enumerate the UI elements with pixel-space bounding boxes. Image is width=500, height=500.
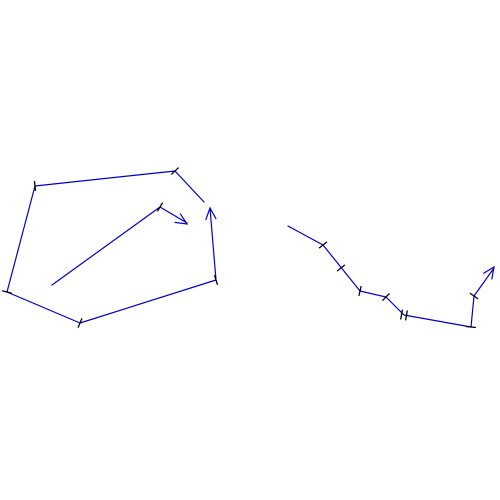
- right-tick-2: [336, 264, 346, 272]
- left-inner-path: [51, 206, 188, 286]
- left-outer-path: [6, 170, 217, 324]
- right-tick-5a: [400, 309, 404, 320]
- right-tick-3: [358, 285, 362, 297]
- left-vertex-tick-1: [156, 202, 164, 212]
- left-vertex-tick-3: [77, 318, 83, 328]
- right-path: [287, 225, 495, 328]
- left-polyline-figure: [1, 167, 219, 328]
- left-vertex-tick-5: [33, 180, 37, 192]
- right-tick-7: [469, 292, 479, 300]
- left-inner-arrowhead: [174, 213, 189, 225]
- left-vertex-tick-6: [170, 167, 180, 175]
- right-polyline-figure: [287, 225, 495, 329]
- right-tick-5b: [404, 310, 408, 321]
- left-outer-arrowhead: [205, 206, 217, 220]
- left-vertex-tick-2: [213, 275, 219, 285]
- right-tick-6: [465, 325, 477, 329]
- right-arrowhead: [483, 265, 495, 280]
- right-tick-1: [318, 241, 328, 249]
- left-vertex-tick-4: [1, 290, 13, 294]
- right-tick-4: [382, 293, 390, 301]
